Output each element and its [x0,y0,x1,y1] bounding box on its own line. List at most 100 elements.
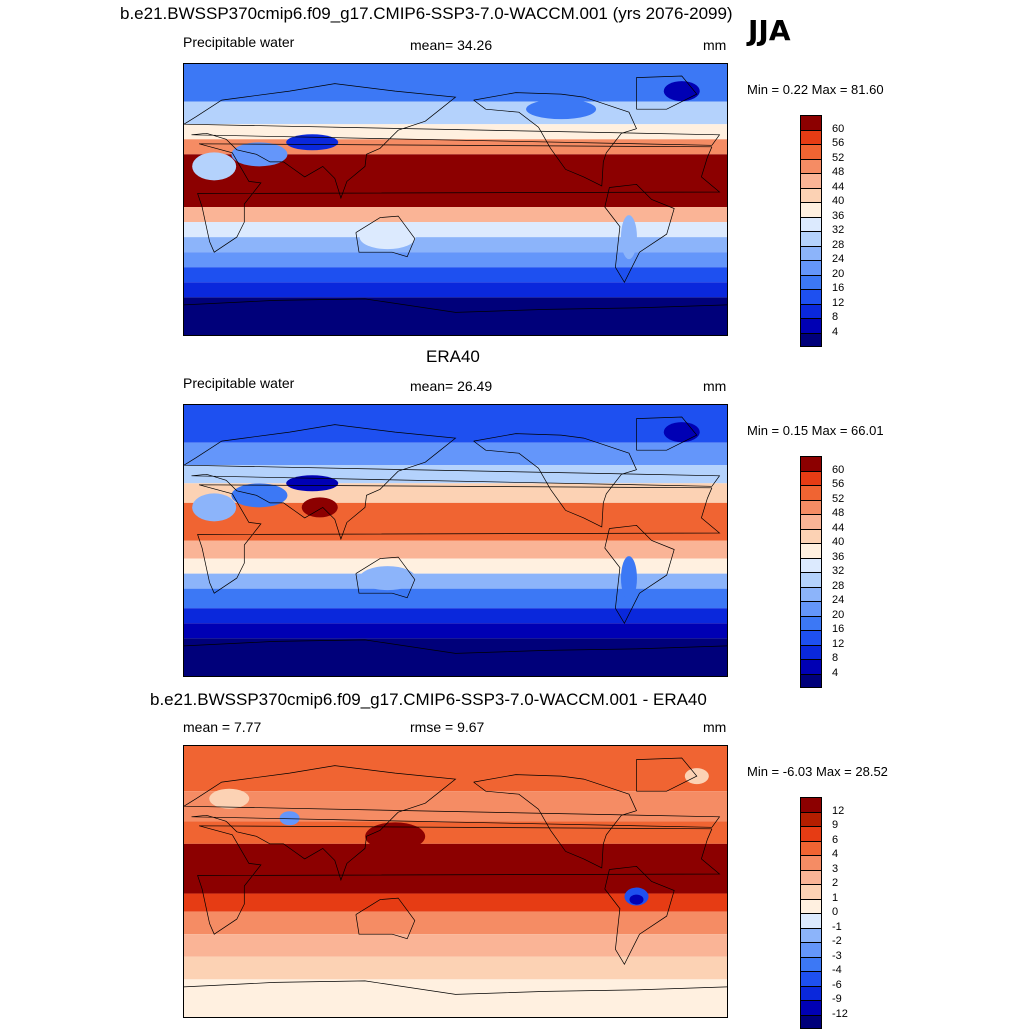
map-contour-band [184,267,727,282]
map-contour-band [184,746,727,791]
colorbar-tick-label: 28 [832,240,844,251]
colorbar-tick-label: 44 [832,182,844,193]
colorbar-tick-label: 44 [832,523,844,534]
colorbar-tick-label: 4 [832,849,838,860]
panel-2-units-label: mm [703,378,726,394]
panel-3-units-label: mm [703,719,726,735]
map-contour-band [184,252,727,267]
colorbar-tick-label: 60 [832,124,844,135]
colorbar-tick-label: 52 [832,494,844,505]
map-contour-band [184,638,727,676]
panel-3-rmse-label: rmse = 9.67 [410,719,484,735]
colorbar-tick-label: 16 [832,624,844,635]
map-field [184,405,727,676]
map-contour-band [184,934,727,957]
map-contour-band [184,912,727,935]
panel-1-variable-label: Precipitable water [183,34,294,50]
colorbar-tick-label: 6 [832,835,838,846]
panel-2-map [183,404,728,677]
panel-3-title: b.e21.BWSSP370cmip6.f09_g17.CMIP6-SSP3-7… [150,690,707,710]
map-anomaly-region [280,811,300,825]
map-anomaly-region [621,215,637,259]
map-contour-band [184,844,727,894]
colorbar-tick-label: 40 [832,196,844,207]
colorbar-tick-label: 36 [832,211,844,222]
colorbar-tick-label: 20 [832,269,844,280]
map-contour-band [184,282,727,297]
map-anomaly-region [192,493,236,521]
map-anomaly-region [630,895,644,905]
map-anomaly-region [209,789,249,809]
map-contour-band [184,979,727,1017]
colorbar-tick-label: 12 [832,639,844,650]
colorbar-tick-label: -2 [832,936,842,947]
map-contour-band [184,64,727,102]
panel-2-title: ERA40 [426,347,480,367]
colorbar-tick-label: 28 [832,581,844,592]
panel-1-map [183,63,728,336]
colorbar-tick-label: 40 [832,537,844,548]
colorbar-tick-label: 8 [832,653,838,664]
map-contour-band [184,791,727,821]
colorbar-tick-label: 1 [832,893,838,904]
map-anomaly-region [231,142,287,166]
map-contour-band [184,608,727,623]
panel-1-minmax-label: Min = 0.22 Max = 81.60 [747,82,884,97]
season-label: JJA [748,14,791,47]
map-contour-band [184,443,727,466]
colorbar-tick-label: -12 [832,1009,848,1020]
map-anomaly-region [302,497,338,517]
panel-1-units-label: mm [703,37,726,53]
colorbar-tick-label: 56 [832,138,844,149]
colorbar-frame [800,115,822,347]
colorbar-tick-label: 32 [832,566,844,577]
panel-2-minmax-label: Min = 0.15 Max = 66.01 [747,423,884,438]
colorbar-tick-label: -4 [832,965,842,976]
colorbar-tick-label: -1 [832,922,842,933]
map-contour-band [184,237,727,252]
map-contour-band [184,623,727,638]
panel-2-mean-label: mean= 26.49 [410,378,492,394]
colorbar-tick-label: 48 [832,167,844,178]
map-contour-band [184,222,727,237]
map-contour-band [184,574,727,589]
panel-2-variable-label: Precipitable water [183,375,294,391]
colorbar-tick-label: 16 [832,283,844,294]
colorbar-tick-label: 60 [832,465,844,476]
map-anomaly-region [192,152,236,180]
colorbar-frame [800,456,822,688]
colorbar-tick-label: 4 [832,668,838,679]
colorbar-tick-label: 36 [832,552,844,563]
map-contour-band [184,541,727,559]
colorbar-tick-label: 8 [832,312,838,323]
map-contour-band [184,821,727,844]
colorbar-tick-label: 52 [832,153,844,164]
map-contour-band [184,102,727,125]
panel-1-title: b.e21.BWSSP370cmip6.f09_g17.CMIP6-SSP3-7… [120,4,733,24]
colorbar-tick-label: 24 [832,595,844,606]
colorbar-tick-label: 24 [832,254,844,265]
colorbar-tick-label: -9 [832,994,842,1005]
colorbar-frame [800,797,822,1029]
colorbar-tick-label: 2 [832,878,838,889]
colorbar-tick-label: 32 [832,225,844,236]
colorbar-tick-label: 9 [832,820,838,831]
map-contour-band [184,957,727,980]
map-contour-band [184,207,727,222]
map-contour-band [184,405,727,443]
colorbar-tick-label: 4 [832,327,838,338]
map-anomaly-region [231,483,287,507]
colorbar-tick-label: 56 [832,479,844,490]
colorbar-tick-label: 20 [832,610,844,621]
colorbar-tick-label: 12 [832,806,844,817]
map-contour-band [184,297,727,335]
panel-3-mean-label: mean = 7.77 [183,719,261,735]
map-anomaly-region [526,99,596,119]
panel-3-minmax-label: Min = -6.03 Max = 28.52 [747,764,888,779]
panel-1-mean-label: mean= 34.26 [410,37,492,53]
colorbar-tick-label: -6 [832,980,842,991]
colorbar-tick-label: 48 [832,508,844,519]
panel-3-map [183,745,728,1018]
colorbar-tick-label: 12 [832,298,844,309]
map-contour-band [184,124,727,139]
